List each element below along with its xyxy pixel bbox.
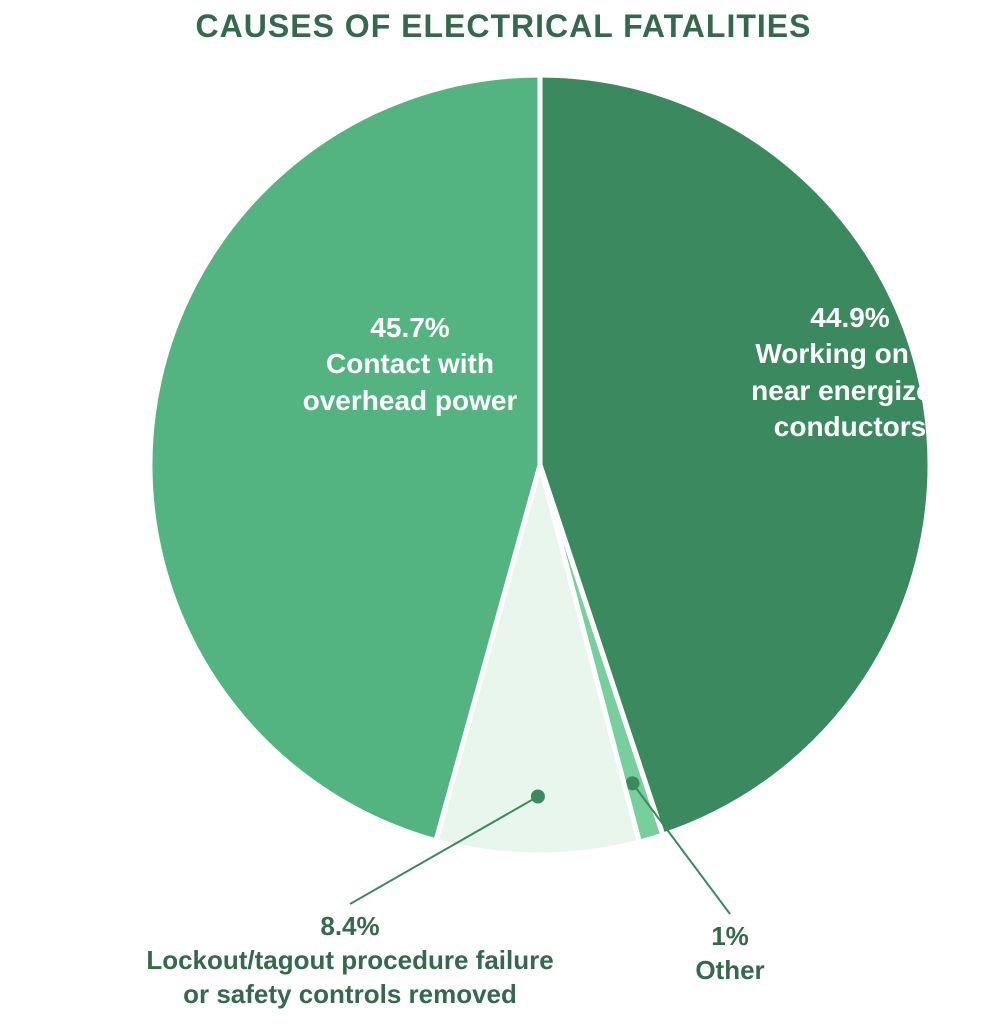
leader-dot-lockout <box>531 789 545 803</box>
slice-percent-working: 44.9% <box>720 300 980 336</box>
slice-desc-other: Other <box>650 954 810 988</box>
slice-desc-working: Working on or near energized conductors <box>720 336 980 445</box>
pie-chart-container: CAUSES OF ELECTRICAL FATALITIES 44.9%Wor… <box>0 0 1007 1024</box>
slice-label-other: 1%Other <box>650 920 810 988</box>
slice-desc-contact: Contact with overhead power <box>280 346 540 419</box>
slice-label-working: 44.9%Working on or near energized conduc… <box>720 300 980 446</box>
slice-desc-lockout: Lockout/tagout procedure failure or safe… <box>90 944 610 1012</box>
slice-label-contact: 45.7%Contact with overhead power <box>280 310 540 419</box>
slice-percent-lockout: 8.4% <box>320 911 379 941</box>
slice-percent-other: 1% <box>711 921 749 951</box>
slice-label-lockout: 8.4%Lockout/tagout procedure failure or … <box>90 910 610 1011</box>
pie-chart-svg <box>0 0 1007 1024</box>
slice-percent-contact: 45.7% <box>280 310 540 346</box>
